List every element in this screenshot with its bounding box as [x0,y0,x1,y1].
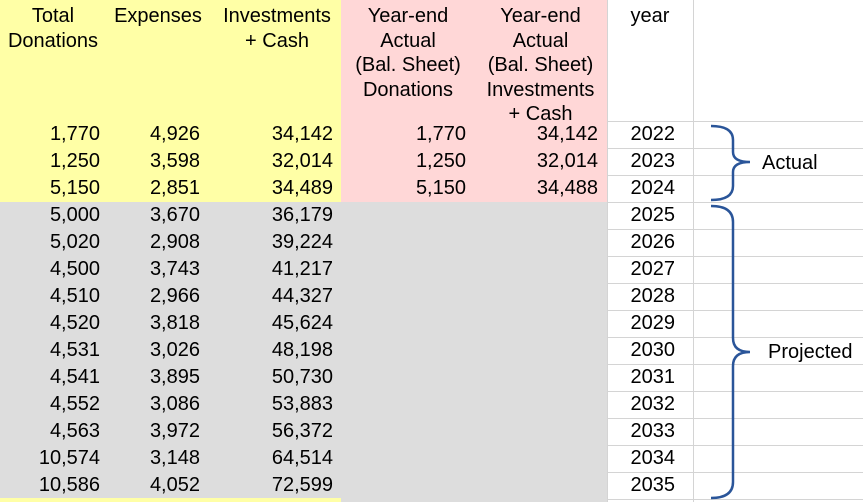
cell-total-donations[interactable]: 4,520 [49,312,100,334]
cell-year[interactable]: 2034 [630,447,676,469]
cell-year[interactable]: 2024 [630,177,676,199]
cell-investments-cash[interactable]: 36,179 [271,204,333,226]
gridline-horizontal [607,310,863,311]
cell-year[interactable]: 2030 [630,339,676,361]
cell-investments-cash[interactable]: 39,224 [271,231,333,253]
gridline-horizontal [607,202,863,203]
cell-investments-cash[interactable]: 53,883 [271,393,333,415]
gridline-horizontal [607,229,863,230]
cell-year[interactable]: 2023 [630,150,676,172]
cell-expenses[interactable]: 3,148 [149,447,200,469]
cell-expenses[interactable]: 3,895 [149,366,200,388]
projected-brace [710,204,751,500]
gridline-horizontal [607,256,863,257]
actual-label: Actual [762,152,818,174]
cell-investments-cash[interactable]: 72,599 [271,474,333,496]
cell-expenses[interactable]: 2,908 [149,231,200,253]
header-year: year [630,5,670,27]
header-investments-cash: Investments + Cash [223,5,331,52]
cell-total-donations[interactable]: 4,552 [49,393,100,415]
cell-year[interactable]: 2032 [630,393,676,415]
gridline-horizontal [607,283,863,284]
cell-expenses[interactable]: 3,818 [149,312,200,334]
cell-total-donations[interactable]: 4,541 [49,366,100,388]
projected-label: Projected [768,341,853,363]
gray-fill [0,202,607,502]
cell-year-end-investments[interactable]: 34,142 [536,123,598,145]
cell-total-donations[interactable]: 1,250 [49,150,100,172]
cell-expenses[interactable]: 2,851 [149,177,200,199]
cell-year[interactable]: 2029 [630,312,676,334]
header-year-end-investments: Year-end Actual (Bal. Sheet) Investments… [486,5,595,125]
cell-total-donations[interactable]: 4,563 [49,420,100,442]
gridline-horizontal [607,148,863,149]
cell-investments-cash[interactable]: 48,198 [271,339,333,361]
cell-year[interactable]: 2027 [630,258,676,280]
cell-investments-cash[interactable]: 56,372 [271,420,333,442]
cell-total-donations[interactable]: 4,531 [49,339,100,361]
cell-investments-cash[interactable]: 50,730 [271,366,333,388]
cell-expenses[interactable]: 3,598 [149,150,200,172]
cell-expenses[interactable]: 4,926 [149,123,200,145]
cell-total-donations[interactable]: 5,150 [49,177,100,199]
cell-expenses[interactable]: 3,026 [149,339,200,361]
gridline-vertical [607,0,608,502]
cell-investments-cash[interactable]: 64,514 [271,447,333,469]
cell-investments-cash[interactable]: 41,217 [271,258,333,280]
cell-year[interactable]: 2035 [630,474,676,496]
cell-investments-cash[interactable]: 32,014 [271,150,333,172]
gridline-horizontal [607,472,863,473]
gridline-horizontal [607,391,863,392]
cell-expenses[interactable]: 2,966 [149,285,200,307]
cell-year-end-donations[interactable]: 1,250 [415,150,466,172]
cell-total-donations[interactable]: 1,770 [49,123,100,145]
yellow-fill [0,0,341,202]
cell-year[interactable]: 2025 [630,204,676,226]
gridline-horizontal [607,445,863,446]
cell-year-end-donations[interactable]: 5,150 [415,177,466,199]
cell-total-donations[interactable]: 10,574 [38,447,100,469]
header-expenses: Expenses [114,5,202,27]
actual-brace [710,124,751,202]
cell-expenses[interactable]: 3,972 [149,420,200,442]
cell-total-donations[interactable]: 5,000 [49,204,100,226]
cell-year[interactable]: 2022 [630,123,676,145]
cell-expenses[interactable]: 3,670 [149,204,200,226]
cell-investments-cash[interactable]: 44,327 [271,285,333,307]
gridline-horizontal [607,175,863,176]
cell-year[interactable]: 2028 [630,285,676,307]
gridline-horizontal [607,364,863,365]
gridline-horizontal [607,418,863,419]
cell-expenses[interactable]: 3,086 [149,393,200,415]
gridline-horizontal [607,499,863,500]
pink-fill [341,0,607,202]
cell-investments-cash[interactable]: 34,142 [271,123,333,145]
cell-year[interactable]: 2031 [630,366,676,388]
cell-year-end-donations[interactable]: 1,770 [415,123,466,145]
cell-total-donations[interactable]: 5,020 [49,231,100,253]
cell-year-end-investments[interactable]: 32,014 [536,150,598,172]
cell-total-donations[interactable]: 10,586 [38,474,100,496]
header-total-donations: Total Donations [7,5,99,52]
cell-total-donations[interactable]: 4,500 [49,258,100,280]
cell-year[interactable]: 2033 [630,420,676,442]
header-year-end-donations: Year-end Actual (Bal. Sheet) Donations [355,5,461,101]
yellow-fill-bottom [0,498,341,502]
cell-investments-cash[interactable]: 34,489 [271,177,333,199]
cell-expenses[interactable]: 3,743 [149,258,200,280]
gridline-horizontal [607,337,863,338]
cell-year-end-investments[interactable]: 34,488 [536,177,598,199]
cell-investments-cash[interactable]: 45,624 [271,312,333,334]
cell-expenses[interactable]: 4,052 [149,474,200,496]
gridline-horizontal [607,121,863,122]
gridline-vertical [693,0,694,502]
cell-year[interactable]: 2026 [630,231,676,253]
cell-total-donations[interactable]: 4,510 [49,285,100,307]
